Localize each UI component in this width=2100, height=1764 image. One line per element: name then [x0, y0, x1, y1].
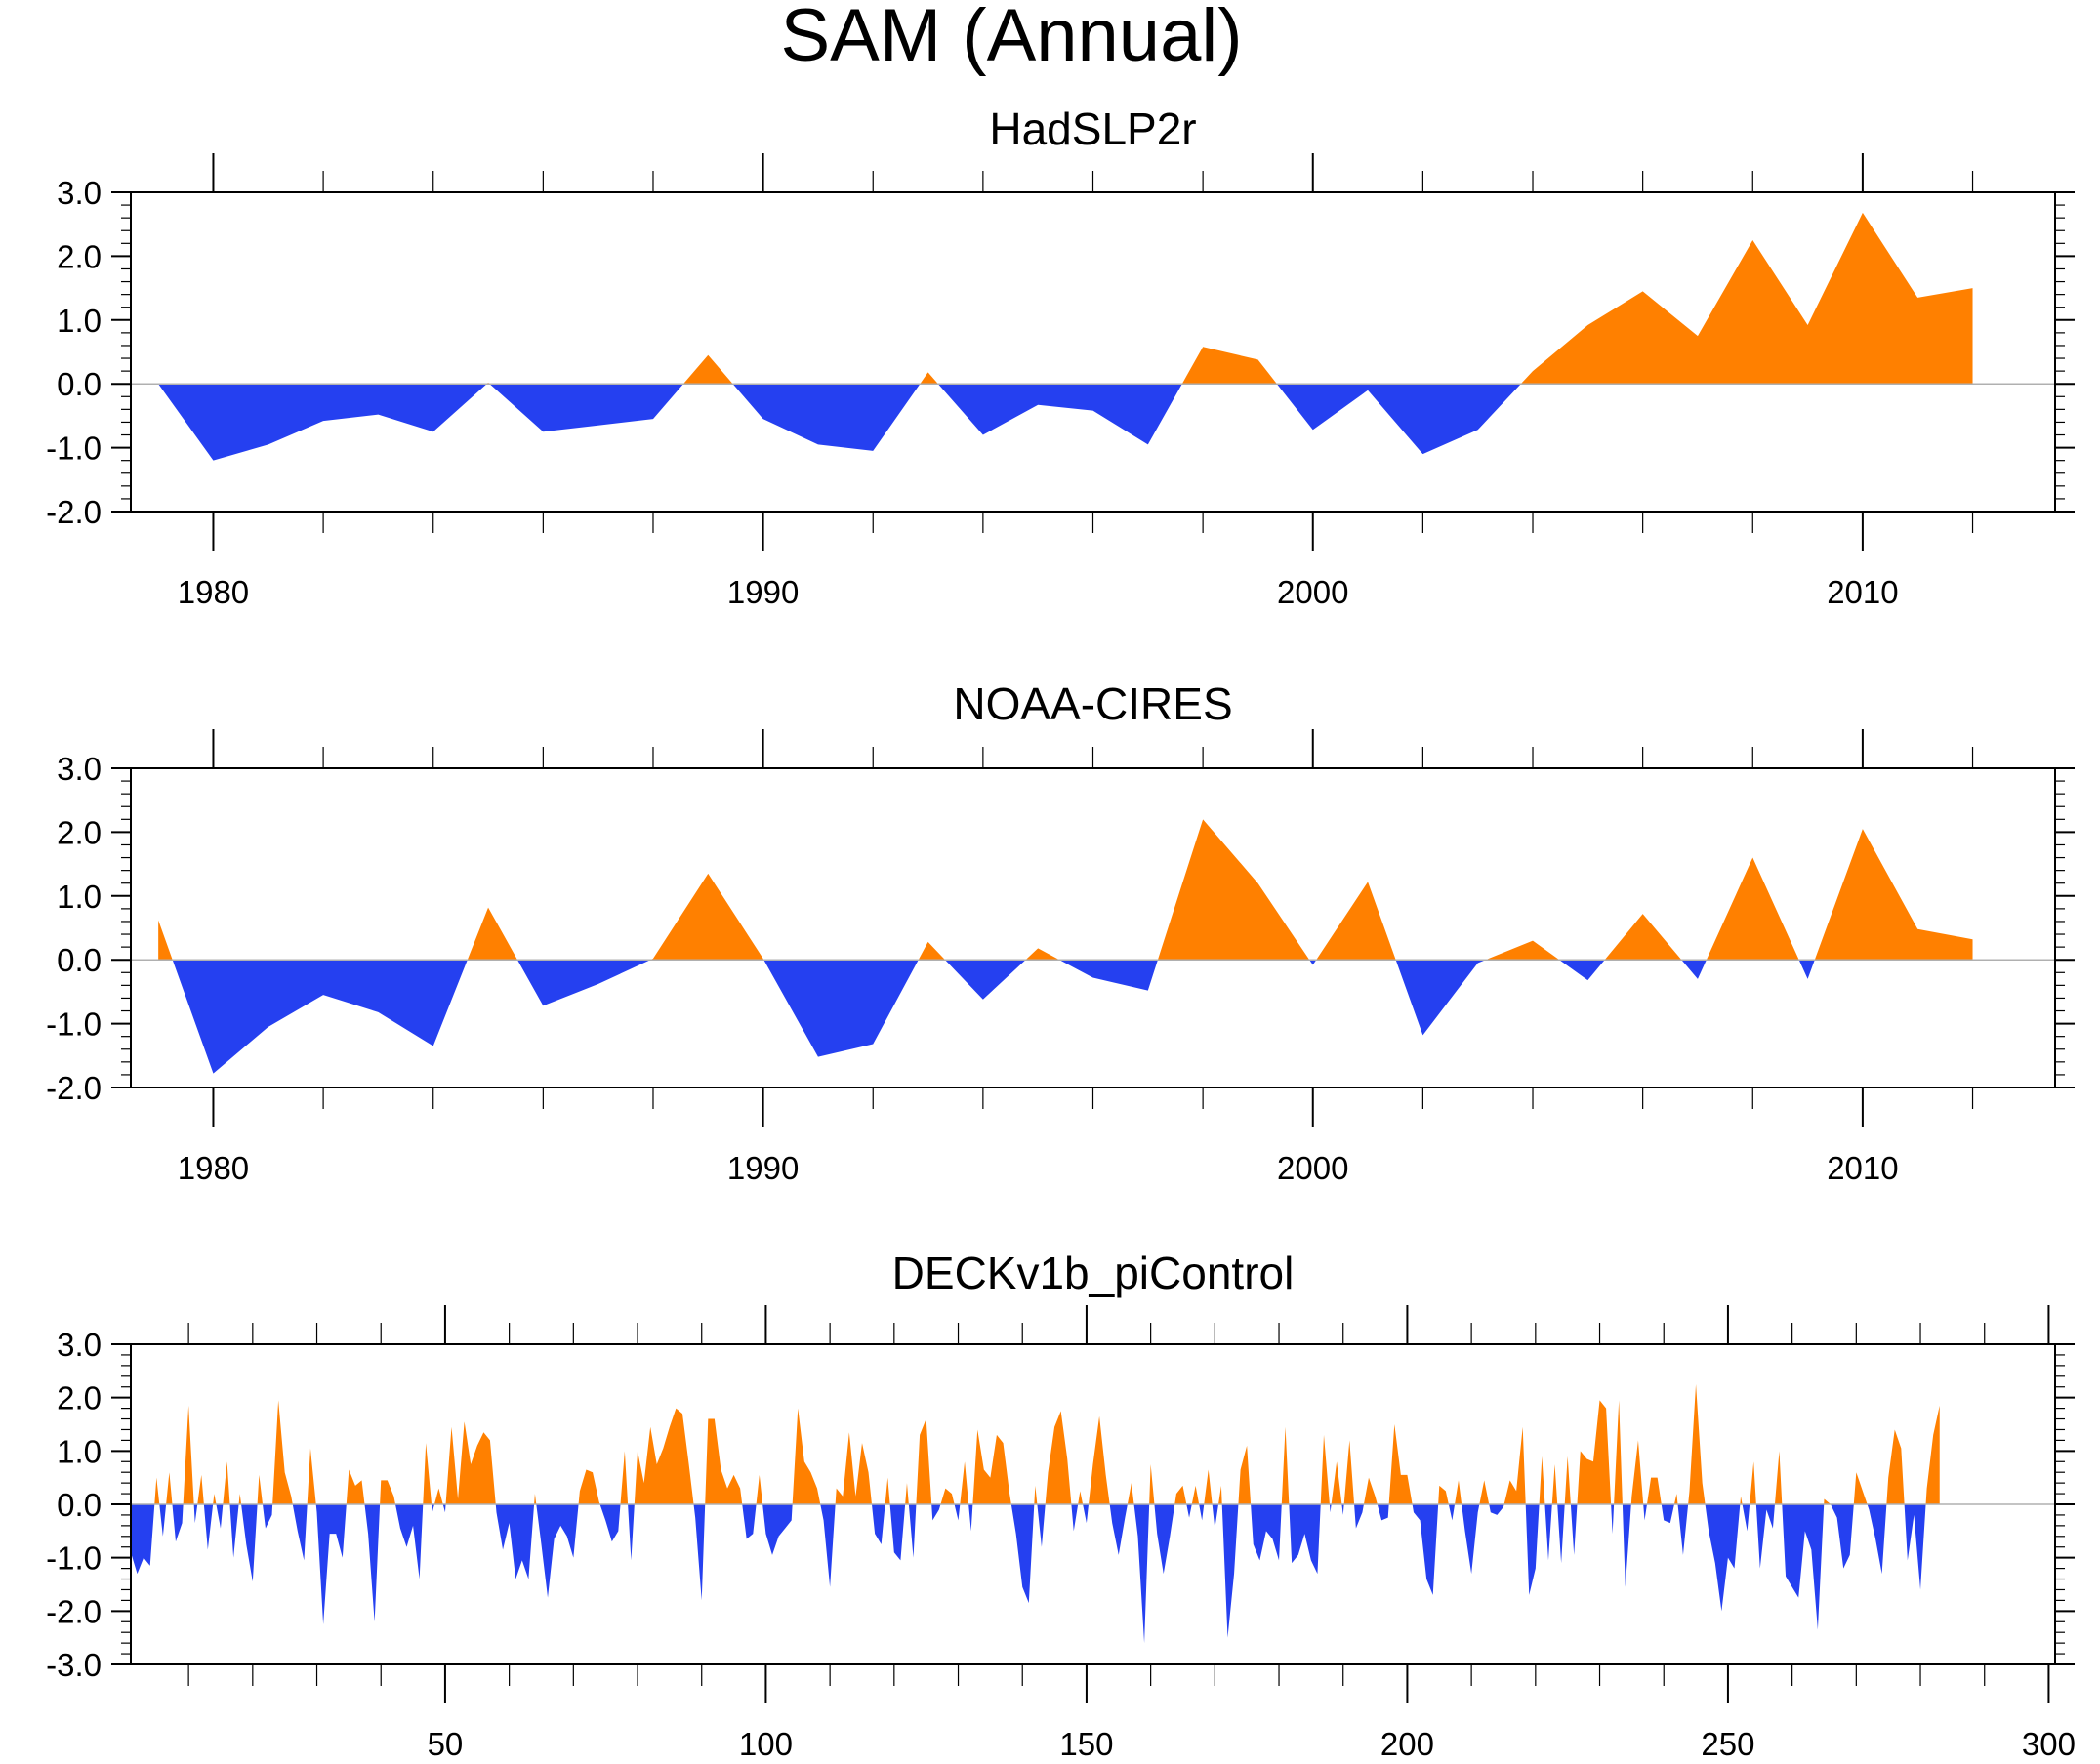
figure-title: SAM (Annual) [780, 0, 1242, 77]
panel-title: HadSLP2r [989, 103, 1196, 154]
negative-area [131, 1504, 1940, 1644]
panel-title: DECKv1b_piControl [892, 1248, 1295, 1298]
y-tick-label: 0.0 [57, 1487, 102, 1523]
y-tick-label: -2.0 [46, 1593, 102, 1629]
x-tick-label: 2010 [1827, 1150, 1898, 1186]
y-tick-label: 1.0 [57, 1433, 102, 1469]
positive-area [131, 1384, 1940, 1504]
y-tick-label: -2.0 [46, 494, 102, 530]
y-tick-label: 2.0 [57, 1380, 102, 1416]
y-tick-label: -1.0 [46, 431, 102, 467]
panel-title: NOAA-CIRES [953, 678, 1232, 729]
x-tick-label: 150 [1059, 1726, 1113, 1762]
y-tick-label: -1.0 [46, 1006, 102, 1043]
x-tick-label: 100 [739, 1726, 793, 1762]
panel-1: HadSLP2r -2.0 -1.0 0.0 1.0 2.0 3.0 1980 1990 2000… [46, 103, 2075, 610]
y-tick-label: -3.0 [46, 1647, 102, 1683]
positive-area [158, 212, 1973, 385]
negative-area [158, 384, 1973, 461]
y-tick-label: 3.0 [57, 751, 102, 787]
y-tick-label: 0.0 [57, 942, 102, 978]
x-tick-label: 1980 [178, 1150, 249, 1186]
y-tick-label: -2.0 [46, 1070, 102, 1106]
x-tick-label: 2000 [1277, 1150, 1348, 1186]
x-tick-label: 2010 [1827, 574, 1898, 610]
x-tick-label: 2000 [1277, 574, 1348, 610]
x-tick-label: 1990 [727, 1150, 799, 1186]
x-tick-label: 1980 [178, 574, 249, 610]
x-tick-label: 200 [1380, 1726, 1434, 1762]
y-tick-label: 1.0 [57, 879, 102, 915]
x-tick-label: 1990 [727, 574, 799, 610]
x-tick-label: 50 [428, 1726, 464, 1762]
positive-area [158, 819, 1973, 961]
y-tick-label: 3.0 [57, 1327, 102, 1363]
y-tick-label: 2.0 [57, 814, 102, 850]
y-tick-label: 1.0 [57, 303, 102, 339]
y-tick-label: 2.0 [57, 238, 102, 274]
y-tick-label: -1.0 [46, 1540, 102, 1577]
panel-3: DECKv1b_piControl -3.0 -2.0 -1.0 0.0 1.0 2.0 3.… [46, 1248, 2076, 1762]
panel-2: NOAA-CIRES -2.0 -1.0 0.0 1.0 2.0 3.0 1980 1990 20… [46, 678, 2075, 1186]
y-tick-label: 0.0 [57, 366, 102, 402]
x-tick-label: 250 [1701, 1726, 1754, 1762]
y-tick-label: 3.0 [57, 175, 102, 211]
negative-area [158, 960, 1973, 1074]
x-tick-label: 300 [2022, 1726, 2076, 1762]
